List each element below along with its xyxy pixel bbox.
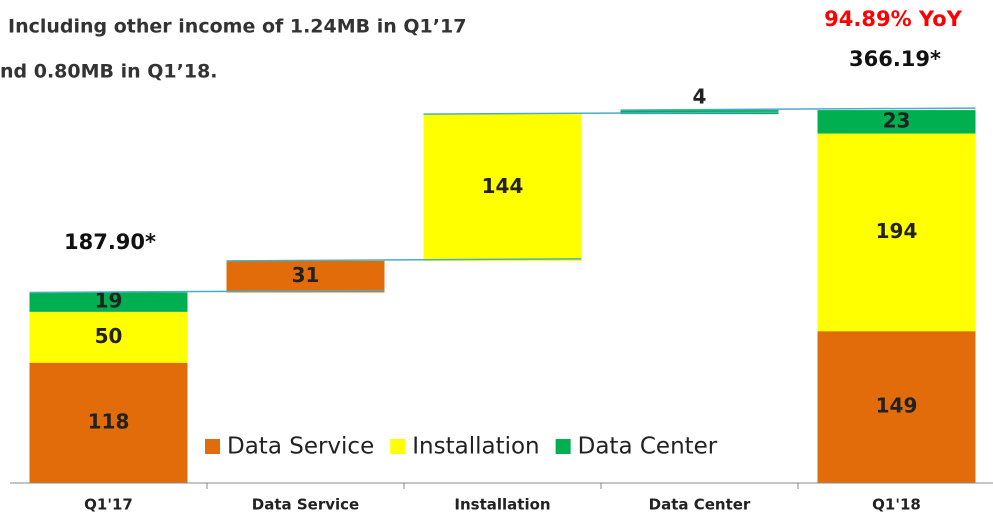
data-label: 50 xyxy=(95,324,123,348)
bar-segment xyxy=(226,260,385,293)
legend-label: Data Service xyxy=(227,434,374,460)
total-label: 366.19* xyxy=(849,47,941,71)
legend-label: Installation xyxy=(412,434,539,460)
x-tick-label: Installation xyxy=(454,496,550,514)
data-label: 118 xyxy=(88,409,130,433)
legend-swatch xyxy=(555,439,571,454)
total-label: 187.90* xyxy=(64,230,156,254)
legend-swatch xyxy=(205,439,220,454)
connector xyxy=(29,289,385,294)
legend-swatch xyxy=(390,439,406,454)
yoy-label: 94.89% YoY xyxy=(824,7,962,31)
connector xyxy=(226,258,582,262)
data-label: 144 xyxy=(482,174,524,198)
bar-segment xyxy=(817,331,976,483)
legend-label: Data Center xyxy=(578,434,718,460)
note: Including other income of 1.24MB in Q1’1… xyxy=(8,16,466,38)
x-tick-label: Q1'17 xyxy=(84,496,133,514)
bar-segment xyxy=(817,110,976,134)
connector xyxy=(423,111,779,115)
note: nd 0.80MB in Q1’18. xyxy=(0,61,218,83)
data-label: 23 xyxy=(883,108,911,132)
bar-segment xyxy=(29,311,188,363)
data-label: 4 xyxy=(693,85,707,109)
bar-segment xyxy=(423,114,582,261)
data-label: 194 xyxy=(876,219,918,243)
x-tick-label: Data Center xyxy=(649,496,751,514)
bar-segment xyxy=(817,133,976,332)
bar-segment xyxy=(29,362,188,483)
x-tick-label: Data Service xyxy=(252,496,359,514)
data-label: 149 xyxy=(876,394,918,418)
bar-segment xyxy=(29,292,188,312)
data-label: 31 xyxy=(292,263,320,287)
connector xyxy=(620,107,976,111)
x-tick-label: Q1'18 xyxy=(872,496,921,514)
